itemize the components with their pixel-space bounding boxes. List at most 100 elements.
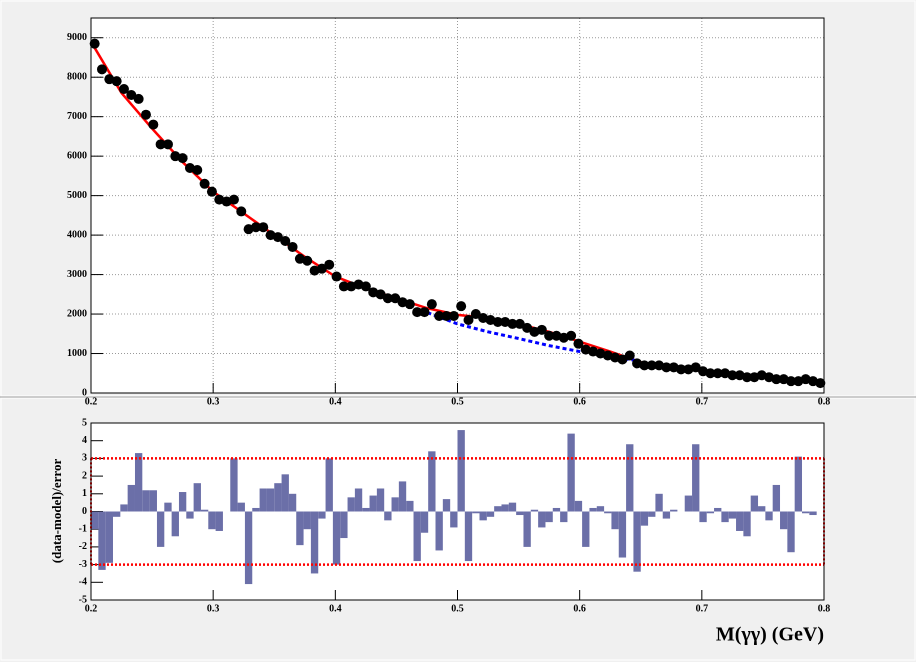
residual-bar [758, 506, 766, 512]
residual-bar [728, 511, 737, 519]
residual-bar [765, 511, 773, 521]
residual-bar [406, 500, 414, 512]
data-point [712, 368, 723, 379]
data-point [441, 311, 452, 322]
x-tick-label: 0.8 [818, 396, 831, 407]
data-point [544, 330, 555, 341]
plot-frame [90, 17, 825, 394]
y-tick-label: -4 [79, 577, 87, 588]
y-tick-label: 8000 [67, 72, 87, 83]
data-point [375, 289, 386, 300]
data-point [199, 178, 210, 189]
data-point [448, 311, 459, 322]
data-point [338, 281, 349, 292]
data-point [492, 316, 503, 327]
residual-bar [215, 511, 223, 531]
residual-bar [523, 511, 531, 547]
data-point [382, 293, 393, 304]
residual-bar [208, 511, 216, 530]
data-point [456, 301, 467, 312]
data-point [177, 153, 188, 164]
data-point [463, 314, 474, 325]
residual-bar [112, 511, 121, 517]
residual-bar [384, 511, 392, 521]
residual-bar [156, 511, 165, 547]
residual-bar [332, 511, 341, 565]
residual-bar [706, 511, 715, 514]
data-point [404, 299, 415, 310]
y-tick-label: 4000 [67, 229, 87, 240]
residual-bar [266, 488, 275, 512]
data-point [302, 255, 313, 266]
residual-bar [296, 511, 304, 546]
residual-bar [237, 502, 245, 512]
residual-bar [596, 506, 605, 512]
residual-bar [230, 458, 238, 512]
y-tick-label: 2 [82, 470, 87, 481]
data-point [426, 299, 437, 310]
data-point [514, 318, 525, 329]
residual-bar [545, 511, 553, 523]
residual-bar [325, 458, 333, 512]
data-point [786, 376, 797, 387]
data-point [390, 293, 401, 304]
residual-bar [91, 511, 99, 530]
data-point [507, 318, 518, 329]
residual-bar [508, 502, 517, 512]
plot-frame [90, 422, 825, 601]
residual-bar [398, 481, 407, 512]
y-tick-label: 9000 [67, 32, 87, 43]
y-tick-label: 0 [82, 387, 87, 398]
residual-bar [303, 511, 311, 530]
residual-bar [281, 474, 289, 512]
data-point [536, 324, 547, 335]
y-tick-label: 7000 [67, 111, 87, 122]
residual-bar [494, 506, 502, 512]
residual-bar [802, 511, 810, 514]
residual-bar [186, 511, 194, 519]
data-point [272, 232, 283, 243]
residual-bar [780, 511, 788, 530]
residual-bar [127, 484, 135, 512]
data-point [705, 368, 716, 379]
residual-bar [574, 500, 583, 512]
residual-bar [244, 511, 253, 585]
residual-bar [142, 490, 150, 512]
data-point [646, 360, 657, 371]
residual-bar [376, 488, 385, 512]
residual-bar [193, 483, 201, 512]
residual-bar [178, 492, 187, 512]
y-tick-label: 0 [82, 506, 87, 517]
x-tick-label: 0.2 [85, 603, 98, 614]
data-point [236, 206, 247, 217]
residual-bar [362, 507, 370, 512]
data-point [140, 109, 151, 120]
residual-bar [435, 511, 443, 551]
residual-bar [149, 490, 157, 512]
residual-bar [589, 507, 597, 512]
data-point [690, 362, 701, 373]
residual-bar [809, 511, 817, 516]
residual-bar [618, 511, 627, 558]
residual-bar [413, 511, 421, 562]
residual-bar [252, 507, 260, 512]
data-point [118, 84, 129, 95]
x-tick-label: 0.4 [329, 603, 342, 614]
residual-bar [310, 511, 319, 574]
data-point [162, 139, 173, 150]
residual-bar [288, 493, 297, 512]
data-point [96, 64, 107, 75]
data-point [676, 364, 687, 375]
y-tick-label: 1 [82, 488, 87, 499]
residual-bar [120, 504, 128, 512]
y-tick-label: 5 [82, 417, 87, 428]
residual-bar [538, 511, 546, 528]
residual-bar [633, 511, 641, 572]
residual-bar [736, 511, 744, 531]
data-point [316, 263, 327, 274]
residual-bar [772, 484, 781, 512]
residual-bar [626, 444, 634, 512]
residual-bar [552, 507, 561, 512]
residual-bar [787, 511, 795, 553]
residual-bar [391, 497, 399, 512]
